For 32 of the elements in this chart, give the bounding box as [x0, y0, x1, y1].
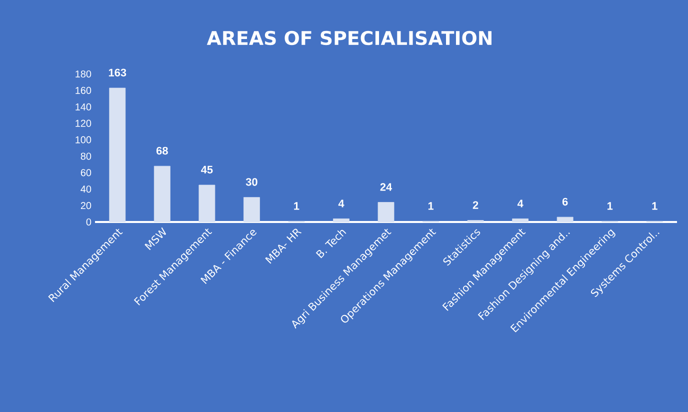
- data-label: 6: [562, 198, 568, 206]
- y-tick-label: 160: [76, 86, 92, 94]
- data-label: 1: [428, 202, 434, 210]
- bar: [109, 88, 126, 222]
- bar: [378, 202, 394, 222]
- y-tick-label: 0: [86, 218, 92, 226]
- data-label: 1: [294, 202, 300, 210]
- data-label: 163: [108, 68, 126, 76]
- y-tick-label: 80: [80, 152, 92, 160]
- data-label: 4: [517, 200, 524, 208]
- bar: [154, 166, 170, 222]
- data-label: 1: [607, 202, 613, 210]
- bar: [198, 184, 216, 222]
- data-label: 2: [472, 201, 478, 209]
- data-label: 4: [338, 200, 344, 208]
- data-label: 1: [652, 202, 658, 210]
- bar: [556, 216, 574, 222]
- data-label: 30: [246, 178, 258, 186]
- y-tick-label: 180: [76, 70, 92, 78]
- chart-title: AREAS OF SPECIALISATION: [206, 30, 492, 46]
- bar: [512, 218, 529, 222]
- bar: [244, 197, 260, 222]
- data-label: 45: [201, 166, 213, 174]
- y-tick-label: 140: [76, 103, 92, 110]
- data-label: 24: [380, 183, 392, 191]
- y-tick-label: 100: [76, 136, 92, 144]
- bar: [333, 218, 350, 222]
- y-tick-label: 60: [80, 169, 92, 176]
- y-tick-label: 40: [80, 186, 92, 193]
- data-label: 68: [156, 146, 168, 155]
- y-tick-label: 20: [80, 202, 92, 210]
- y-tick-label: 120: [76, 120, 92, 127]
